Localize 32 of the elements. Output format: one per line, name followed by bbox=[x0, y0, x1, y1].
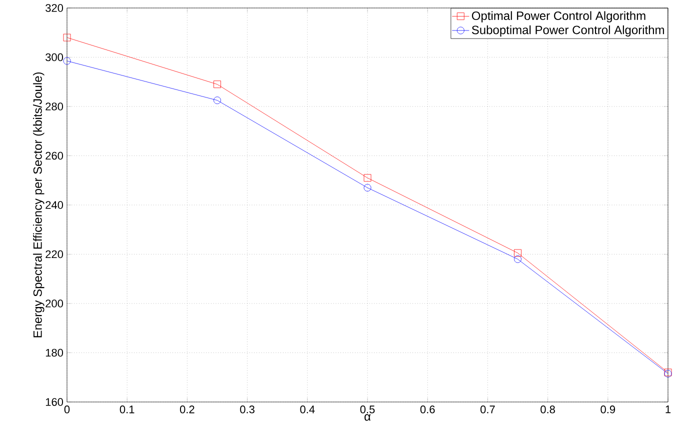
y-tick-label: 300 bbox=[46, 53, 64, 62]
x-tick-label: 0.9 bbox=[600, 406, 616, 414]
legend-label: Suboptimal Power Control Algorithm bbox=[472, 25, 664, 37]
x-tick-label: 0.2 bbox=[180, 406, 194, 414]
x-tick-label: 0.8 bbox=[540, 406, 555, 414]
point bbox=[364, 184, 372, 192]
point bbox=[214, 96, 221, 104]
legend-label: Optimal Power Control Algorithm bbox=[472, 11, 646, 22]
x-tick-label: 0.7 bbox=[480, 406, 495, 414]
point bbox=[63, 34, 71, 42]
x-tick-label: 0.1 bbox=[120, 406, 134, 414]
x-tick-label: 0.3 bbox=[240, 406, 254, 414]
point bbox=[63, 57, 71, 65]
x-axis-title: α bbox=[364, 414, 371, 421]
point bbox=[514, 249, 522, 257]
x-tick-label: 0.6 bbox=[420, 406, 435, 414]
y-tick-label: 240 bbox=[46, 201, 64, 209]
x-tick-label: 0 bbox=[64, 406, 70, 414]
x-tick-label: 1 bbox=[666, 406, 671, 414]
y-axis-title: Energy Spectral Efficiency per Sector (kbits/Joule) bbox=[33, 72, 44, 338]
point bbox=[514, 255, 522, 263]
x-tick-label: 0.4 bbox=[300, 406, 315, 414]
point bbox=[364, 174, 372, 182]
y-tick-label: 200 bbox=[46, 300, 64, 308]
y-tick-label: 220 bbox=[46, 250, 64, 258]
x-tick-label: 0.5 bbox=[360, 406, 375, 414]
y-tick-label: 180 bbox=[46, 348, 64, 357]
y-tick-label: 260 bbox=[46, 152, 64, 160]
y-tick-label: 160 bbox=[46, 398, 64, 406]
y-tick-label: 280 bbox=[46, 102, 64, 110]
y-tick-label: 320 bbox=[46, 4, 64, 12]
point bbox=[214, 80, 221, 88]
